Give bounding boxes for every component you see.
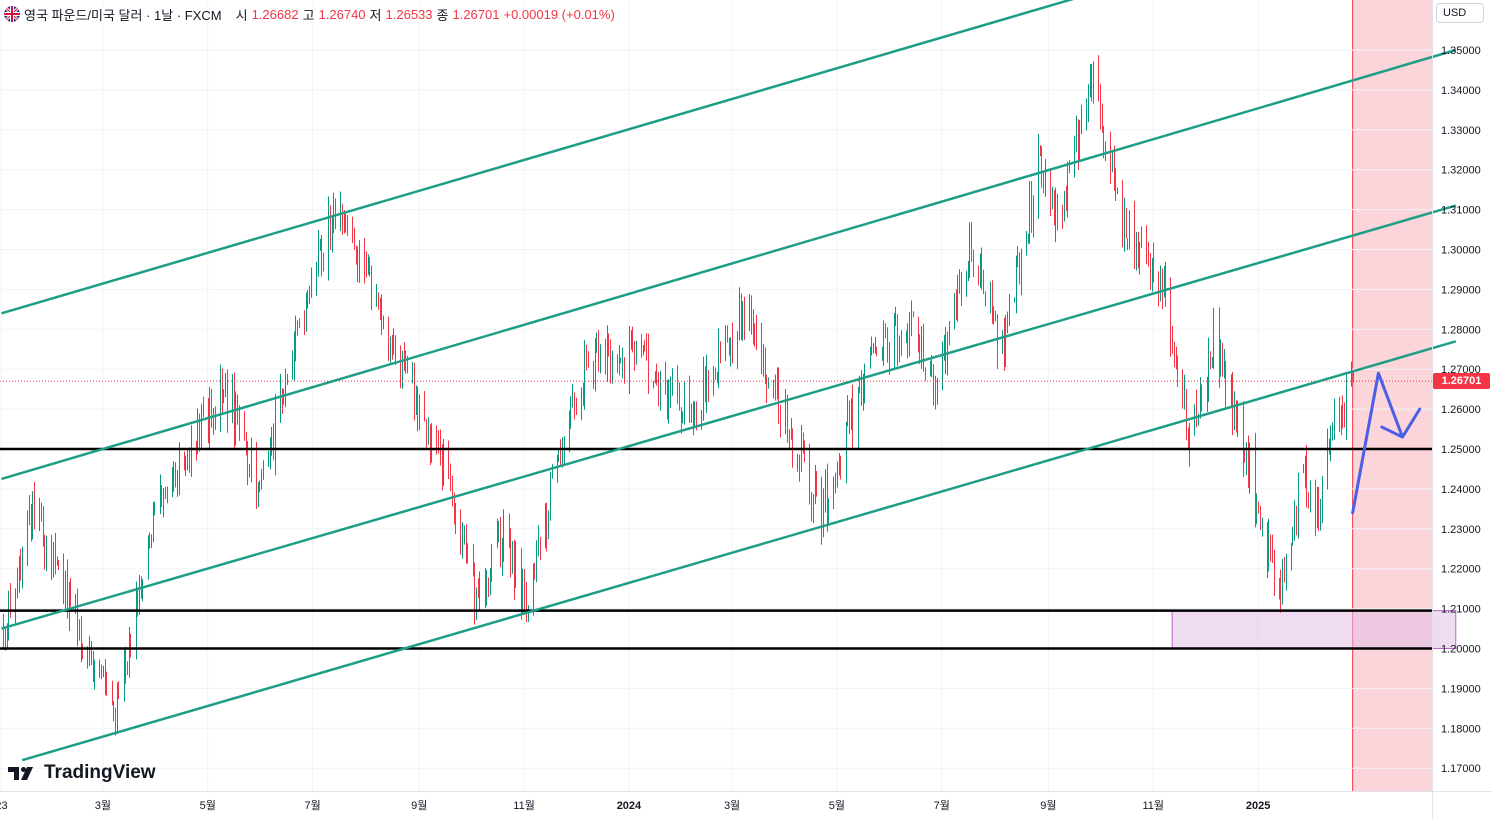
time-axis-label: 9월 <box>1040 799 1056 812</box>
symbol-title[interactable]: 영국 파운드/미국 달러 · 1날 · FXCM <box>24 7 222 23</box>
channel-line[interactable] <box>21 340 1457 762</box>
future-time-area <box>1352 0 1432 791</box>
price-axis-label: 1.32000 <box>1441 165 1481 177</box>
channel-line[interactable] <box>1 48 1457 481</box>
time-axis-label: 3월 <box>95 799 111 812</box>
symbol-header: 영국 파운드/미국 달러 · 1날 · FXCM 시 1.26682 고 1.2… <box>4 5 619 23</box>
price-axis-label: 1.18000 <box>1441 723 1481 735</box>
tradingview-logo[interactable]: TradingView <box>8 762 156 784</box>
high-value: 1.26740 <box>318 6 366 22</box>
price-axis-label: 1.34000 <box>1441 85 1481 97</box>
time-axis-label: 2025 <box>1246 800 1270 812</box>
channel-line[interactable] <box>1 0 1076 315</box>
high-label: 고 <box>302 7 315 23</box>
open-label: 시 <box>235 7 248 23</box>
price-axis-label: 1.23000 <box>1441 524 1481 536</box>
time-axis-label: 11월 <box>1142 799 1164 812</box>
currency-button[interactable]: USD <box>1436 3 1484 23</box>
time-axis-label: 7월 <box>934 799 950 812</box>
price-axis-label: 1.29000 <box>1441 284 1481 296</box>
projection-arrow[interactable] <box>1351 371 1422 515</box>
time-axis-label: 11월 <box>513 799 535 812</box>
channel-lines[interactable] <box>1 0 1457 762</box>
price-axis-label: 1.35000 <box>1441 45 1481 57</box>
channel-line[interactable] <box>1 204 1457 630</box>
time-axis-label: 7월 <box>305 799 321 812</box>
price-axis-label: 1.25000 <box>1441 444 1481 456</box>
low-label: 저 <box>369 7 382 23</box>
close-label: 종 <box>436 7 449 23</box>
price-axis-label: 1.28000 <box>1441 324 1481 336</box>
horizontal-levels[interactable] <box>0 380 1432 650</box>
price-axis-label: 1.19000 <box>1441 683 1481 695</box>
time-axis-label: 2024 <box>617 800 642 812</box>
price-axis-label: 1.26000 <box>1441 404 1481 416</box>
demand-zone[interactable] <box>1171 610 1457 649</box>
price-axis-label: 1.17000 <box>1441 763 1481 775</box>
tradingview-logo-icon <box>8 767 33 780</box>
change-value: +0.00019 (+0.01%) <box>503 6 615 22</box>
price-axis-label: 1.22000 <box>1441 564 1481 576</box>
time-axis-label: 3월 <box>724 799 740 812</box>
projection-path[interactable] <box>1351 371 1422 515</box>
tradingview-logo-text: TradingView <box>44 762 156 783</box>
close-value: 1.26701 <box>452 6 500 22</box>
time-axis-label: 5월 <box>200 799 216 812</box>
price-axis-label: 1.30000 <box>1441 245 1481 257</box>
candles <box>3 55 1354 736</box>
time-axis-label: 9월 <box>411 799 427 812</box>
price-axis-label: 1.33000 <box>1441 125 1481 137</box>
grid <box>0 0 1432 791</box>
open-value: 1.26682 <box>251 6 299 22</box>
current-price-tag: 1.26701 <box>1433 373 1490 389</box>
price-axis-label: 1.20000 <box>1441 644 1481 656</box>
time-axis-label: 5월 <box>829 799 845 812</box>
low-value: 1.26533 <box>385 6 433 22</box>
price-axis-label: 1.31000 <box>1441 205 1481 217</box>
price-axis-label: 1.21000 <box>1441 604 1481 616</box>
demand-zone-rect[interactable] <box>1171 610 1457 649</box>
price-axis-label: 1.24000 <box>1441 484 1481 496</box>
gbp-usd-flag-icon <box>4 6 20 22</box>
time-axis-label: 23 <box>0 800 8 812</box>
future-area-fill <box>1352 0 1432 791</box>
